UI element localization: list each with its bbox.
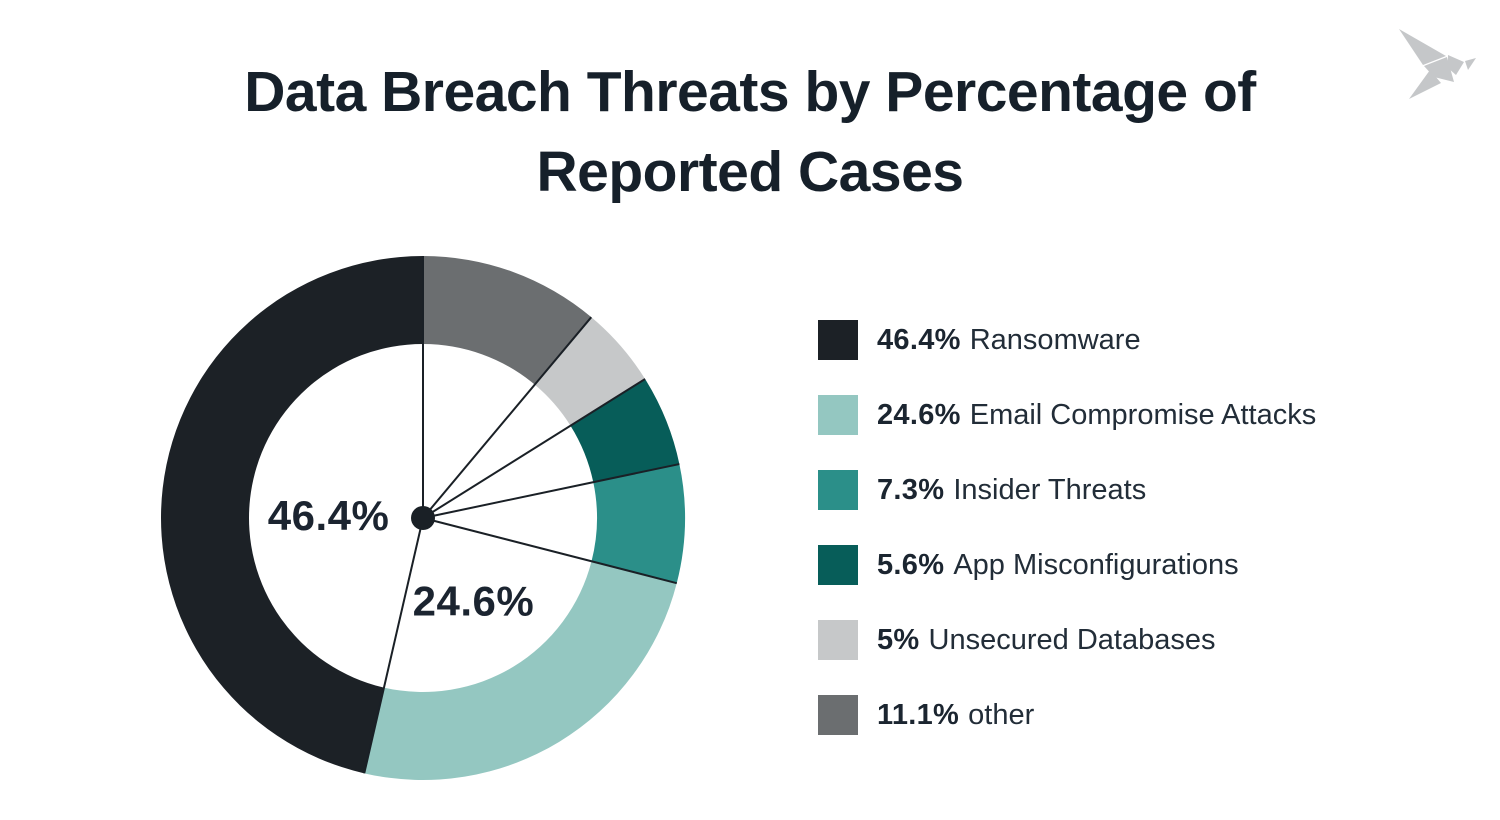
segment-insider-threats <box>591 464 685 584</box>
page-title: Data Breach Threats by Percentage of Rep… <box>0 52 1500 212</box>
bird-beak <box>1465 58 1476 70</box>
legend: 46.4% Ransomware 24.6% Email Compromise Att… <box>818 320 1316 770</box>
legend-swatch-insider-threats <box>818 470 858 510</box>
inner-label-email-compromise-attacks: 24.6% <box>413 577 535 624</box>
legend-swatch-ransomware <box>818 320 858 360</box>
legend-label: App Misconfigurations <box>953 548 1239 581</box>
center-dot <box>411 506 435 530</box>
legend-item-ransomware: 46.4% Ransomware <box>818 320 1316 360</box>
legend-label: other <box>968 698 1035 731</box>
inner-label-ransomware: 46.4% <box>268 492 390 539</box>
segment-divider-line <box>422 463 680 519</box>
legend-percentage: 24.6% <box>877 398 961 431</box>
bird-head <box>1448 55 1464 75</box>
legend-item-email-compromise-attacks: 24.6% Email Compromise Attacks <box>818 395 1316 435</box>
origami-bird-logo-icon <box>1390 25 1480 105</box>
legend-text: 5.6% App Misconfigurations <box>877 549 1239 582</box>
bird-tail <box>1409 70 1441 99</box>
bird-body <box>1424 57 1454 82</box>
segment-email-compromise-attacks <box>364 561 677 781</box>
title-line-2: Reported Cases <box>536 140 965 204</box>
segment-unsecured-databases <box>534 317 646 426</box>
legend-swatch-app-misconfigurations <box>818 545 858 585</box>
donut-chart: 24.6% 46.4% <box>143 238 703 798</box>
legend-label: Unsecured Databases <box>928 623 1216 656</box>
segment-divider-line <box>422 517 678 585</box>
legend-percentage: 5% <box>877 623 920 656</box>
title-line-1: Data Breach Threats by Percentage of <box>244 60 1256 124</box>
segment-other <box>423 256 592 385</box>
legend-text: 24.6% Email Compromise Attacks <box>877 399 1316 432</box>
legend-item-unsecured-databases: 5% Unsecured Databases <box>818 620 1316 660</box>
segment-app-misconfigurations <box>570 379 680 483</box>
legend-label: Email Compromise Attacks <box>969 398 1317 431</box>
legend-percentage: 7.3% <box>877 473 945 506</box>
segment-divider-line <box>422 378 646 519</box>
legend-percentage: 5.6% <box>877 548 945 581</box>
legend-text: 5% Unsecured Databases <box>877 624 1215 657</box>
legend-text: 11.1% other <box>877 699 1034 732</box>
legend-percentage: 46.4% <box>877 323 961 356</box>
bird-wing <box>1399 29 1446 65</box>
legend-swatch-email-compromise-attacks <box>818 395 858 435</box>
legend-item-other: 11.1% other <box>818 695 1316 735</box>
legend-label: Ransomware <box>969 323 1141 356</box>
legend-swatch-unsecured-databases <box>818 620 858 660</box>
legend-item-app-misconfigurations: 5.6% App Misconfigurations <box>818 545 1316 585</box>
legend-text: 46.4% Ransomware <box>877 324 1141 357</box>
legend-text: 7.3% Insider Threats <box>877 474 1146 507</box>
segment-divider-line <box>363 517 424 774</box>
segment-divider-line <box>422 316 593 519</box>
legend-swatch-other <box>818 695 858 735</box>
legend-item-insider-threats: 7.3% Insider Threats <box>818 470 1316 510</box>
legend-label: Insider Threats <box>953 473 1147 506</box>
segment-ransomware <box>161 256 424 774</box>
legend-percentage: 11.1% <box>877 698 960 731</box>
